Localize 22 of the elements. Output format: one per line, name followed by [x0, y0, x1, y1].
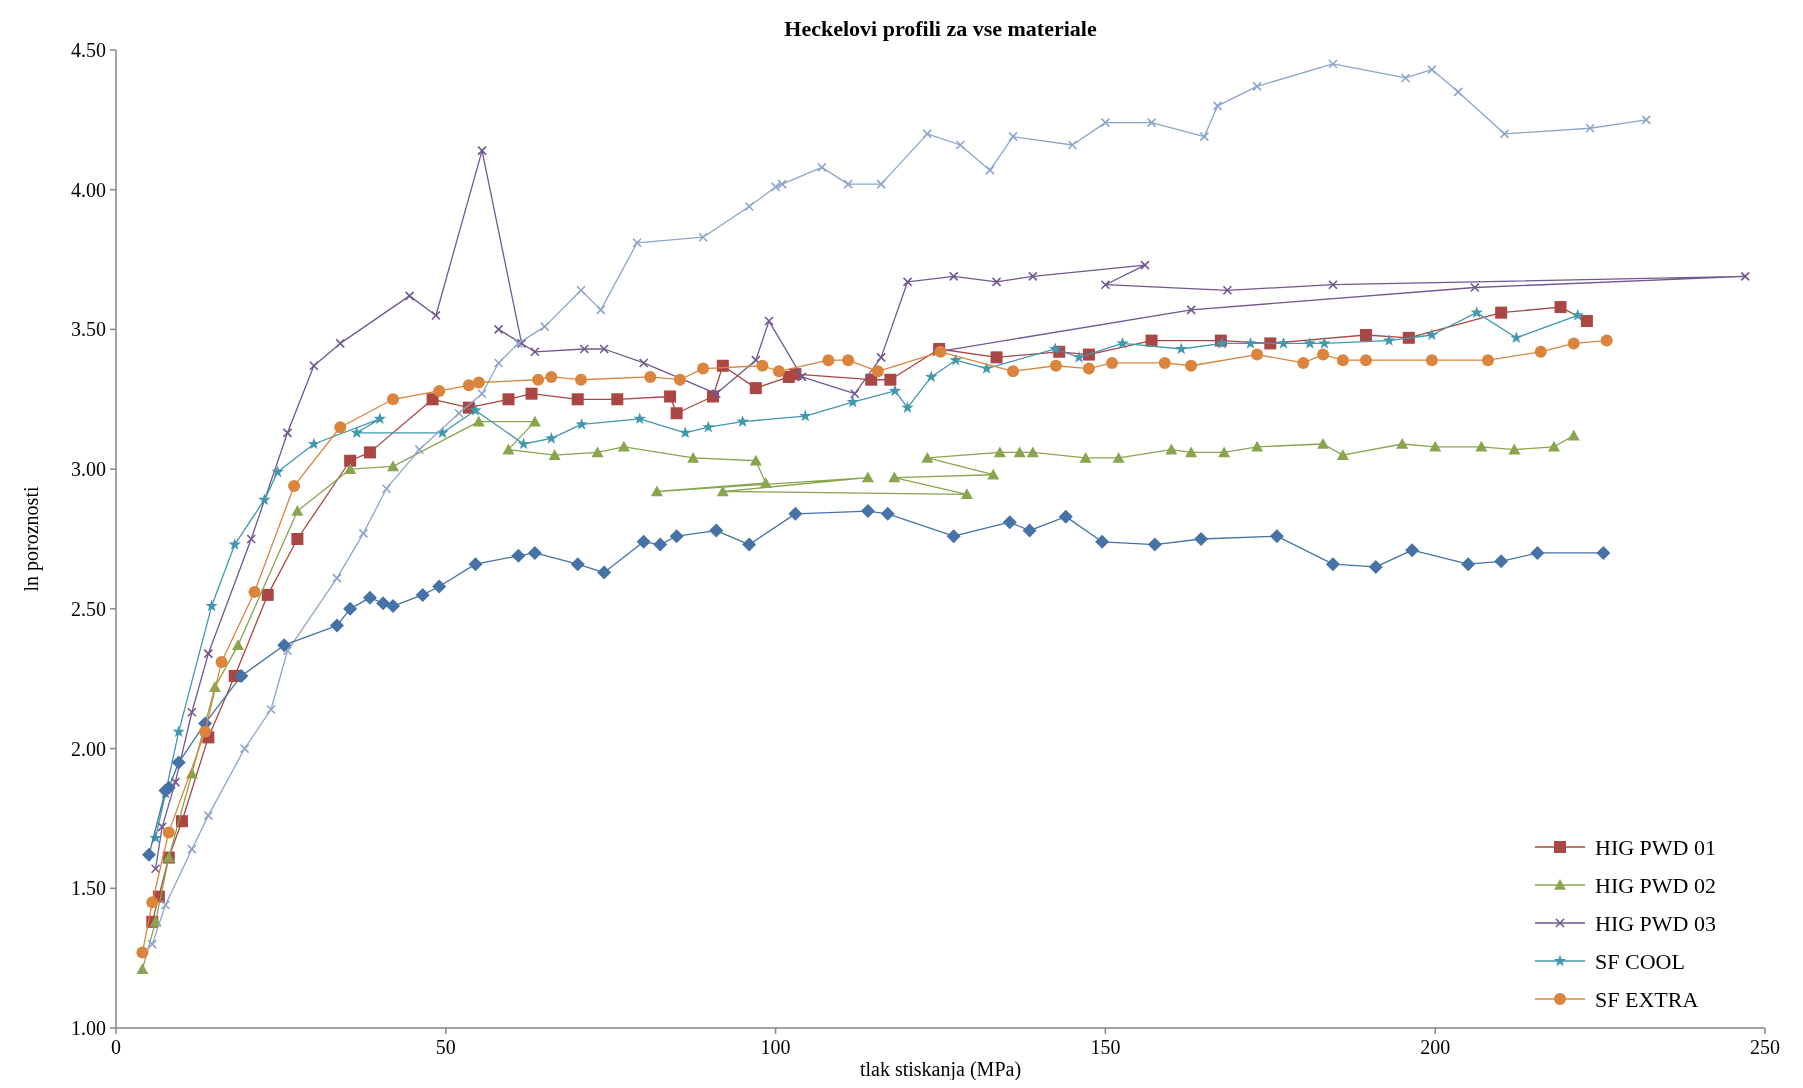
x-tick-label: 150: [1090, 1036, 1121, 1058]
chart-title: Heckelovi profili za vse materiale: [784, 16, 1097, 41]
x-tick-label: 0: [111, 1036, 121, 1058]
legend-label: HIG PWD 02: [1595, 872, 1716, 898]
legend-label: HIG PWD 01: [1595, 834, 1716, 860]
x-tick-label: 100: [760, 1036, 791, 1058]
x-tick-label: 50: [435, 1036, 456, 1058]
x-tick-label: 200: [1420, 1036, 1451, 1058]
y-axis-title: ln poroznosti: [20, 486, 43, 592]
y-tick-label: 3.50: [71, 318, 106, 341]
y-tick-label: 2.00: [71, 737, 106, 760]
y-tick-label: 2.50: [71, 597, 106, 620]
y-tick-label: 3.00: [71, 458, 106, 481]
y-tick-label: 1.00: [71, 1017, 106, 1039]
x-tick-label: 250: [1750, 1036, 1780, 1058]
y-tick-label: 4.50: [71, 39, 106, 61]
legend-label: HIG PWD 03: [1595, 910, 1716, 936]
x-axis-title: tlak stiskanja (MPa): [859, 1058, 1022, 1081]
y-tick-label: 1.50: [71, 877, 106, 900]
legend-label: SF COOL: [1595, 948, 1685, 974]
y-tick-label: 4.00: [71, 178, 106, 201]
legend-label: SF EXTRA: [1595, 986, 1699, 1012]
